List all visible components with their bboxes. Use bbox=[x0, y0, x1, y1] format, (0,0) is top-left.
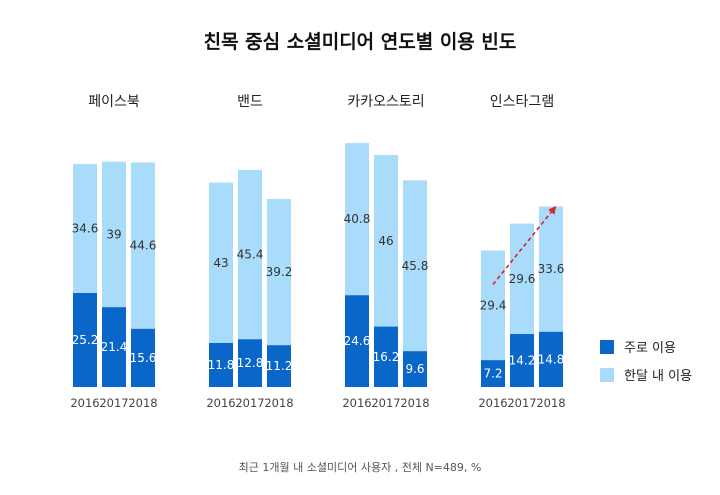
year-label: 2016 bbox=[206, 396, 235, 410]
trend-arrow bbox=[492, 205, 557, 285]
year-label: 2016 bbox=[478, 396, 507, 410]
bar-monthly bbox=[403, 180, 427, 352]
value-label-monthly: 29.4 bbox=[480, 298, 507, 312]
bar-monthly bbox=[345, 143, 369, 296]
bar-primary bbox=[510, 334, 534, 387]
bar-primary bbox=[267, 345, 291, 387]
value-label-primary: 21.4 bbox=[101, 340, 128, 354]
year-label: 2018 bbox=[128, 396, 157, 410]
year-label: 2018 bbox=[536, 396, 565, 410]
value-label-primary: 16.2 bbox=[373, 350, 400, 364]
bar-primary bbox=[403, 351, 427, 387]
value-label-primary: 12.8 bbox=[237, 356, 264, 370]
group-label: 카카오스토리 bbox=[347, 94, 424, 110]
bar-primary bbox=[209, 342, 233, 387]
year-label: 2017 bbox=[235, 396, 264, 410]
value-label-primary: 9.6 bbox=[405, 362, 424, 376]
legend-swatch bbox=[600, 368, 614, 382]
year-label: 2016 bbox=[70, 396, 99, 410]
value-label-monthly: 39 bbox=[106, 227, 121, 241]
bar-primary bbox=[131, 328, 155, 387]
value-label-monthly: 29.6 bbox=[509, 272, 536, 286]
value-label-monthly: 34.6 bbox=[72, 221, 99, 235]
value-label-primary: 15.6 bbox=[130, 351, 157, 365]
bar-monthly bbox=[238, 169, 262, 340]
bar-monthly bbox=[510, 223, 534, 335]
bar-monthly bbox=[102, 161, 126, 308]
value-label-primary: 25.2 bbox=[72, 333, 99, 347]
group-label: 인스타그램 bbox=[490, 94, 554, 110]
bar-primary bbox=[345, 295, 369, 387]
bar-primary bbox=[539, 331, 563, 387]
year-label: 2018 bbox=[400, 396, 429, 410]
value-label-primary: 11.8 bbox=[208, 358, 235, 372]
chart-title: 친목 중심 소셜미디어 연도별 이용 빈도 bbox=[204, 31, 517, 53]
value-label-primary: 14.8 bbox=[538, 352, 565, 366]
value-label-monthly: 40.8 bbox=[344, 212, 371, 226]
bar-primary bbox=[102, 307, 126, 387]
value-label-monthly: 45.4 bbox=[237, 248, 264, 262]
legend-swatch bbox=[600, 340, 614, 354]
value-label-primary: 24.6 bbox=[344, 334, 371, 348]
legend-label: 주로 이용 bbox=[624, 341, 676, 356]
footnote: 최근 1개월 내 소셜미디어 사용자 , 전체 N=489, % bbox=[239, 461, 482, 474]
bar-monthly bbox=[209, 182, 233, 343]
group-label: 밴드 bbox=[237, 94, 263, 110]
bar-primary bbox=[481, 360, 505, 387]
bars-layer: 페이스북 34.6 25.2 2016 39 21.4 2017 44.6 15.6 2018 밴드… bbox=[70, 94, 565, 410]
year-label: 2017 bbox=[507, 396, 536, 410]
bar-monthly bbox=[539, 206, 563, 332]
value-label-primary: 7.2 bbox=[483, 367, 502, 381]
value-label-monthly: 33.6 bbox=[538, 262, 565, 276]
value-label-monthly: 45.8 bbox=[402, 259, 429, 273]
year-label: 2017 bbox=[99, 396, 128, 410]
bar-monthly bbox=[73, 163, 97, 294]
group-label: 페이스북 bbox=[88, 94, 140, 110]
bar-monthly bbox=[267, 199, 291, 346]
bar-primary bbox=[374, 326, 398, 387]
value-label-monthly: 46 bbox=[378, 234, 393, 248]
bar-primary bbox=[238, 339, 262, 387]
year-label: 2016 bbox=[342, 396, 371, 410]
bar-monthly bbox=[131, 162, 155, 329]
value-label-monthly: 44.6 bbox=[130, 239, 157, 253]
value-label-primary: 11.2 bbox=[266, 359, 293, 373]
year-label: 2018 bbox=[264, 396, 293, 410]
year-label: 2017 bbox=[371, 396, 400, 410]
bar-monthly bbox=[481, 250, 505, 361]
bar-monthly bbox=[374, 154, 398, 327]
value-label-primary: 14.2 bbox=[509, 354, 536, 368]
value-label-monthly: 39.2 bbox=[266, 265, 293, 279]
value-label-monthly: 43 bbox=[213, 256, 228, 270]
legend-label: 한달 내 이용 bbox=[624, 369, 692, 384]
bar-primary bbox=[73, 293, 97, 387]
